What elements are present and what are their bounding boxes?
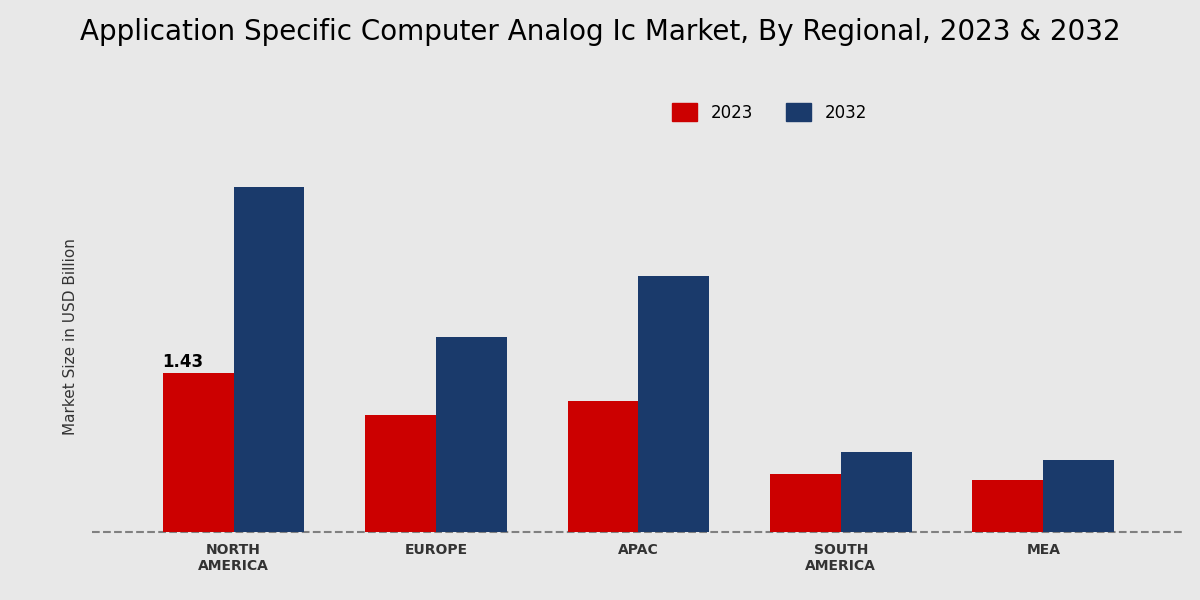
Bar: [841, 452, 912, 532]
Text: 1.43: 1.43: [162, 353, 203, 371]
Bar: [972, 480, 1043, 532]
Bar: [638, 276, 709, 532]
Bar: [568, 401, 638, 532]
Bar: [234, 187, 305, 532]
Y-axis label: Market Size in USD Billion: Market Size in USD Billion: [62, 238, 78, 435]
Bar: [436, 337, 506, 532]
Bar: [1043, 460, 1114, 532]
Text: Application Specific Computer Analog Ic Market, By Regional, 2023 & 2032: Application Specific Computer Analog Ic …: [79, 18, 1121, 46]
Bar: [365, 415, 436, 532]
Bar: [770, 475, 841, 532]
Bar: [163, 373, 234, 532]
Legend: 2023, 2032: 2023, 2032: [664, 95, 875, 130]
